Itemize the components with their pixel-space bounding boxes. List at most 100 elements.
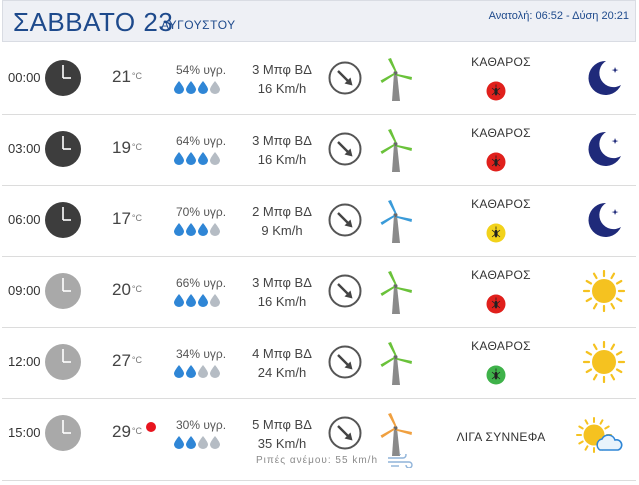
- temperature-unit: °C: [131, 213, 143, 223]
- forecast-row: 03:00 19°C 64% υγρ. 3 Μπφ ΒΔ 16 Km/h ΚΑΘΑΡΟ…: [2, 114, 636, 186]
- temperature-value: 19: [112, 138, 131, 157]
- temperature-unit: °C: [131, 426, 143, 436]
- drop-icon: [198, 365, 208, 383]
- wind-beaufort: 4 Μπφ ΒΔ: [252, 346, 312, 361]
- drop-icon: [186, 152, 196, 170]
- drop-icon: [210, 152, 220, 170]
- wind-direction-arrow-icon: [328, 132, 362, 166]
- heat-warning-dot-icon: [146, 422, 156, 432]
- forecast-row: 15:00 29°C 30% υγρ. 5 Μπφ ΒΔ 35 Km/h ΛΙΓΑ Σ…: [2, 398, 636, 481]
- clock-icon: [44, 201, 82, 239]
- month-label: ΑΥΓΟΥΣΤΟΥ: [161, 18, 236, 32]
- drop-icon: [198, 436, 208, 454]
- moon-icon: [582, 128, 626, 170]
- temperature-value: 27: [112, 351, 131, 370]
- sun-icon: [582, 340, 626, 384]
- drop-icon: [198, 223, 208, 241]
- temperature-value: 20: [112, 280, 131, 299]
- temperature-unit: °C: [131, 284, 143, 294]
- forecast-row: 06:00 17°C 70% υγρ. 2 Μπφ ΒΔ 9 Km/h ΚΑΘΑΡΟΣ: [2, 185, 636, 257]
- wind-direction-arrow-icon: [328, 345, 362, 379]
- mosquito-risk-icon: [486, 81, 506, 101]
- day-header: ΣΑΒΒΑΤΟ 23 ΑΥΓΟΥΣΤΟΥ Ανατολή: 06:52 - Δύ…: [2, 0, 636, 42]
- time-label: 00:00: [8, 70, 41, 85]
- clock-icon: [44, 59, 82, 97]
- wind-speed: 16 Km/h: [257, 81, 307, 96]
- drop-icon: [210, 436, 220, 454]
- wind-speed: 24 Km/h: [257, 365, 307, 380]
- wind-beaufort: 3 Μπφ ΒΔ: [252, 62, 312, 77]
- wind-turbine-icon: [378, 341, 414, 385]
- temperature: 20°C: [112, 280, 142, 300]
- humidity-drops: [174, 152, 234, 166]
- sky-condition: ΛΙΓΑ ΣΥΝΝΕΦΑ: [456, 430, 546, 444]
- day-title: ΣΑΒΒΑΤΟ 23: [13, 7, 174, 37]
- wind-beaufort: 3 Μπφ ΒΔ: [252, 133, 312, 148]
- wind-direction-arrow-icon: [328, 203, 362, 237]
- drop-icon: [186, 81, 196, 99]
- time-label: 03:00: [8, 141, 41, 156]
- moon-icon: [582, 199, 626, 241]
- drop-icon: [210, 81, 220, 99]
- drop-icon: [210, 223, 220, 241]
- wind-turbine-icon: [378, 270, 414, 314]
- wind-speed: 16 Km/h: [257, 152, 307, 167]
- wind-turbine-icon: [378, 199, 414, 243]
- forecast-row: 12:00 27°C 34% υγρ. 4 Μπφ ΒΔ 24 Km/h ΚΑΘΑΡΟ…: [2, 327, 636, 399]
- temperature-unit: °C: [131, 142, 143, 152]
- humidity: 66% υγρ.: [176, 276, 227, 290]
- sky-condition: ΚΑΘΑΡΟΣ: [471, 126, 531, 140]
- wind-gust-icon: [387, 451, 413, 469]
- wind-turbine-icon: [378, 57, 414, 101]
- temperature: 29°C: [112, 422, 142, 442]
- humidity-drops: [174, 294, 234, 308]
- clock-icon: [44, 130, 82, 168]
- drop-icon: [174, 294, 184, 312]
- time-label: 06:00: [8, 212, 41, 227]
- drop-icon: [174, 436, 184, 454]
- temperature: 17°C: [112, 209, 142, 229]
- mosquito-risk-icon: [486, 294, 506, 314]
- moon-icon: [582, 57, 626, 99]
- sky-condition: ΚΑΘΑΡΟΣ: [471, 339, 531, 353]
- drop-icon: [210, 294, 220, 312]
- drop-icon: [174, 223, 184, 241]
- sky-condition: ΚΑΘΑΡΟΣ: [471, 197, 531, 211]
- forecast-row: 00:00 21°C 54% υγρ. 3 Μπφ ΒΔ 16 Km/h ΚΑΘΑΡΟ…: [2, 43, 636, 115]
- humidity-drops: [174, 81, 234, 95]
- wind-direction-arrow-icon: [328, 61, 362, 95]
- drop-icon: [186, 436, 196, 454]
- wind-beaufort: 3 Μπφ ΒΔ: [252, 275, 312, 290]
- sun-icon: [582, 269, 626, 313]
- drop-icon: [174, 152, 184, 170]
- drop-icon: [210, 365, 220, 383]
- time-label: 15:00: [8, 425, 41, 440]
- sunrise-sunset: Ανατολή: 06:52 - Δύση 20:21: [488, 10, 629, 22]
- wind-speed: 35 Km/h: [257, 436, 307, 451]
- humidity-drops: [174, 223, 234, 237]
- temperature-value: 17: [112, 209, 131, 228]
- humidity: 30% υγρ.: [176, 418, 227, 432]
- mosquito-risk-icon: [486, 365, 506, 385]
- humidity: 34% υγρ.: [176, 347, 227, 361]
- humidity-drops: [174, 436, 234, 450]
- wind-direction-arrow-icon: [328, 274, 362, 308]
- forecast-row: 09:00 20°C 66% υγρ. 3 Μπφ ΒΔ 16 Km/h ΚΑΘΑΡΟ…: [2, 256, 636, 328]
- temperature-unit: °C: [131, 71, 143, 81]
- wind-beaufort: 2 Μπφ ΒΔ: [252, 204, 312, 219]
- drop-icon: [174, 365, 184, 383]
- humidity: 54% υγρ.: [176, 63, 227, 77]
- temperature-value: 29: [112, 422, 131, 441]
- wind-turbine-icon: [378, 128, 414, 172]
- temperature: 21°C: [112, 67, 142, 87]
- wind-speed: 9 Km/h: [261, 223, 303, 238]
- wind-speed: 16 Km/h: [257, 294, 307, 309]
- drop-icon: [198, 81, 208, 99]
- wind-beaufort: 5 Μπφ ΒΔ: [252, 417, 312, 432]
- drop-icon: [198, 294, 208, 312]
- drop-icon: [186, 223, 196, 241]
- temperature: 19°C: [112, 138, 142, 158]
- wind-direction-arrow-icon: [328, 416, 362, 450]
- sky-condition: ΚΑΘΑΡΟΣ: [471, 55, 531, 69]
- wind-turbine-icon: [378, 412, 414, 456]
